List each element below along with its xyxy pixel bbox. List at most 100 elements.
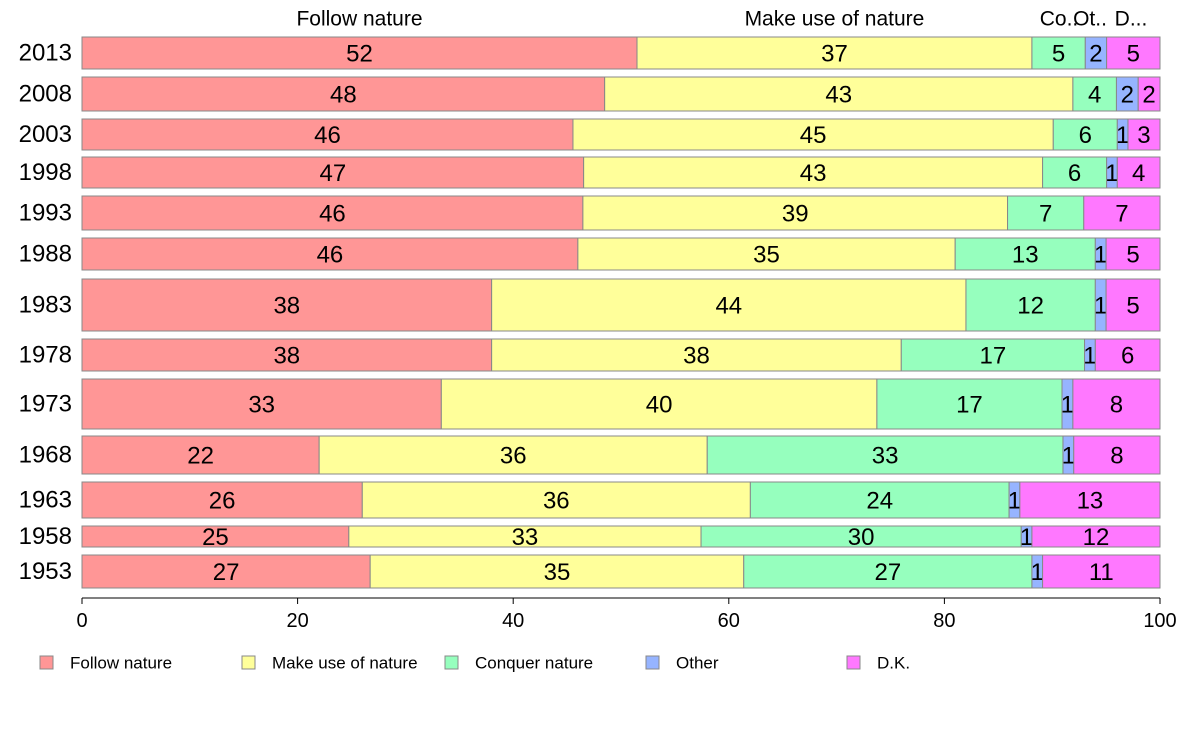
bar-segment — [81, 195, 584, 231]
year-label-1958: 1958 — [19, 523, 72, 550]
bar-segment — [636, 36, 1033, 70]
bar-segment — [440, 378, 878, 430]
bar-segment — [706, 435, 1064, 475]
year-label-2003: 2003 — [19, 121, 72, 148]
bar-segment — [1105, 237, 1161, 271]
year-label-1963: 1963 — [19, 487, 72, 514]
bar-value-label: 24 — [866, 488, 893, 515]
legend-label: D.K. — [877, 654, 910, 673]
bar-segment — [81, 481, 363, 519]
bar-value-label: 2 — [1142, 82, 1155, 109]
bar-segment — [954, 237, 1096, 271]
bar-value-label: 4 — [1088, 82, 1101, 109]
bar-value-label: 12 — [1083, 524, 1110, 551]
bar-value-label: 43 — [825, 82, 852, 109]
bar-value-label: 26 — [209, 488, 236, 515]
bar-value-label: 35 — [753, 242, 780, 269]
bar-segment — [81, 338, 493, 372]
bar-segment — [81, 156, 585, 189]
bar-value-label: 38 — [683, 343, 710, 370]
bar-segment — [81, 76, 606, 112]
bar-value-label: 5 — [1127, 41, 1140, 68]
bar-value-label: 17 — [956, 392, 983, 419]
legend-label: Make use of nature — [272, 654, 418, 673]
bar-value-label: 52 — [346, 41, 373, 68]
legend-swatch — [39, 655, 54, 670]
top-series-label: Co.. — [1040, 8, 1079, 31]
bar-value-label: 37 — [821, 41, 848, 68]
bar-segment — [81, 378, 442, 430]
bar-value-label: 6 — [1068, 160, 1081, 187]
bar-value-label: 1 — [1020, 524, 1033, 551]
bar-segment — [1106, 36, 1161, 70]
legend-label: Conquer nature — [475, 654, 593, 673]
bar-value-label: 1 — [1061, 392, 1074, 419]
bar-value-label: 6 — [1121, 343, 1134, 370]
bar-value-label: 33 — [248, 392, 275, 419]
bar-segment — [1031, 36, 1086, 70]
x-tick-label: 40 — [502, 610, 524, 632]
bar-segment — [1094, 338, 1161, 372]
bar-segment — [81, 36, 638, 70]
year-label-1998: 1998 — [19, 159, 72, 186]
x-tick-label: 60 — [718, 610, 740, 632]
bar-segment — [876, 378, 1063, 430]
bar-value-label: 39 — [782, 201, 809, 228]
bar-value-label: 27 — [874, 559, 901, 586]
bar-value-label: 1 — [1105, 160, 1118, 187]
legend-swatch — [645, 655, 660, 670]
bar-value-label: 1 — [1031, 559, 1044, 586]
bar-segment — [583, 156, 1044, 189]
bar-segment — [1042, 554, 1161, 589]
bar-value-label: 38 — [273, 343, 300, 370]
bar-segment — [900, 338, 1086, 372]
legend-swatch — [846, 655, 861, 670]
bar-segment — [1116, 156, 1161, 189]
bar-segment — [1083, 195, 1161, 231]
bar-value-label: 11 — [1089, 559, 1114, 586]
legend-swatch — [241, 655, 256, 670]
bar-value-label: 40 — [646, 392, 673, 419]
bar-segment — [1137, 76, 1161, 112]
bar-segment — [749, 481, 1010, 519]
bar-value-label: 6 — [1079, 122, 1092, 149]
bar-segment — [743, 554, 1033, 589]
year-label-1978: 1978 — [19, 342, 72, 369]
bar-value-label: 4 — [1132, 160, 1145, 187]
legend-swatch — [444, 655, 459, 670]
bar-value-label: 13 — [1077, 488, 1104, 515]
year-label-1953: 1953 — [19, 558, 72, 585]
bar-value-label: 1 — [1062, 443, 1075, 470]
bar-segment — [1042, 156, 1108, 189]
bar-segment — [1052, 118, 1118, 151]
bar-segment — [965, 278, 1096, 332]
bar-segment — [577, 237, 956, 271]
bar-value-label: 5 — [1052, 41, 1065, 68]
bar-value-label: 12 — [1017, 293, 1044, 320]
top-series-label: Make use of nature — [745, 8, 925, 31]
bar-segment — [81, 278, 493, 332]
bar-value-label: 1 — [1094, 242, 1107, 269]
year-label-1973: 1973 — [19, 391, 72, 418]
bar-value-label: 48 — [330, 82, 357, 109]
bar-value-label: 1 — [1008, 488, 1021, 515]
bar-value-label: 44 — [715, 293, 742, 320]
bar-segment — [81, 237, 579, 271]
year-label-1983: 1983 — [19, 292, 72, 319]
legend-label: Other — [676, 654, 719, 673]
bar-value-label: 1 — [1116, 122, 1129, 149]
x-tick-label: 80 — [933, 610, 955, 632]
bar-value-label: 45 — [800, 122, 827, 149]
bar-value-label: 25 — [202, 524, 229, 551]
bar-segment — [81, 118, 574, 151]
bar-value-label: 8 — [1110, 392, 1123, 419]
bar-value-label: 8 — [1110, 443, 1123, 470]
top-series-label: Follow nature — [296, 8, 422, 31]
bar-value-label: 38 — [273, 293, 300, 320]
bar-segment — [1031, 525, 1161, 548]
bar-value-label: 30 — [848, 524, 875, 551]
bar-value-label: 3 — [1137, 122, 1150, 149]
bar-segment — [1105, 278, 1161, 332]
